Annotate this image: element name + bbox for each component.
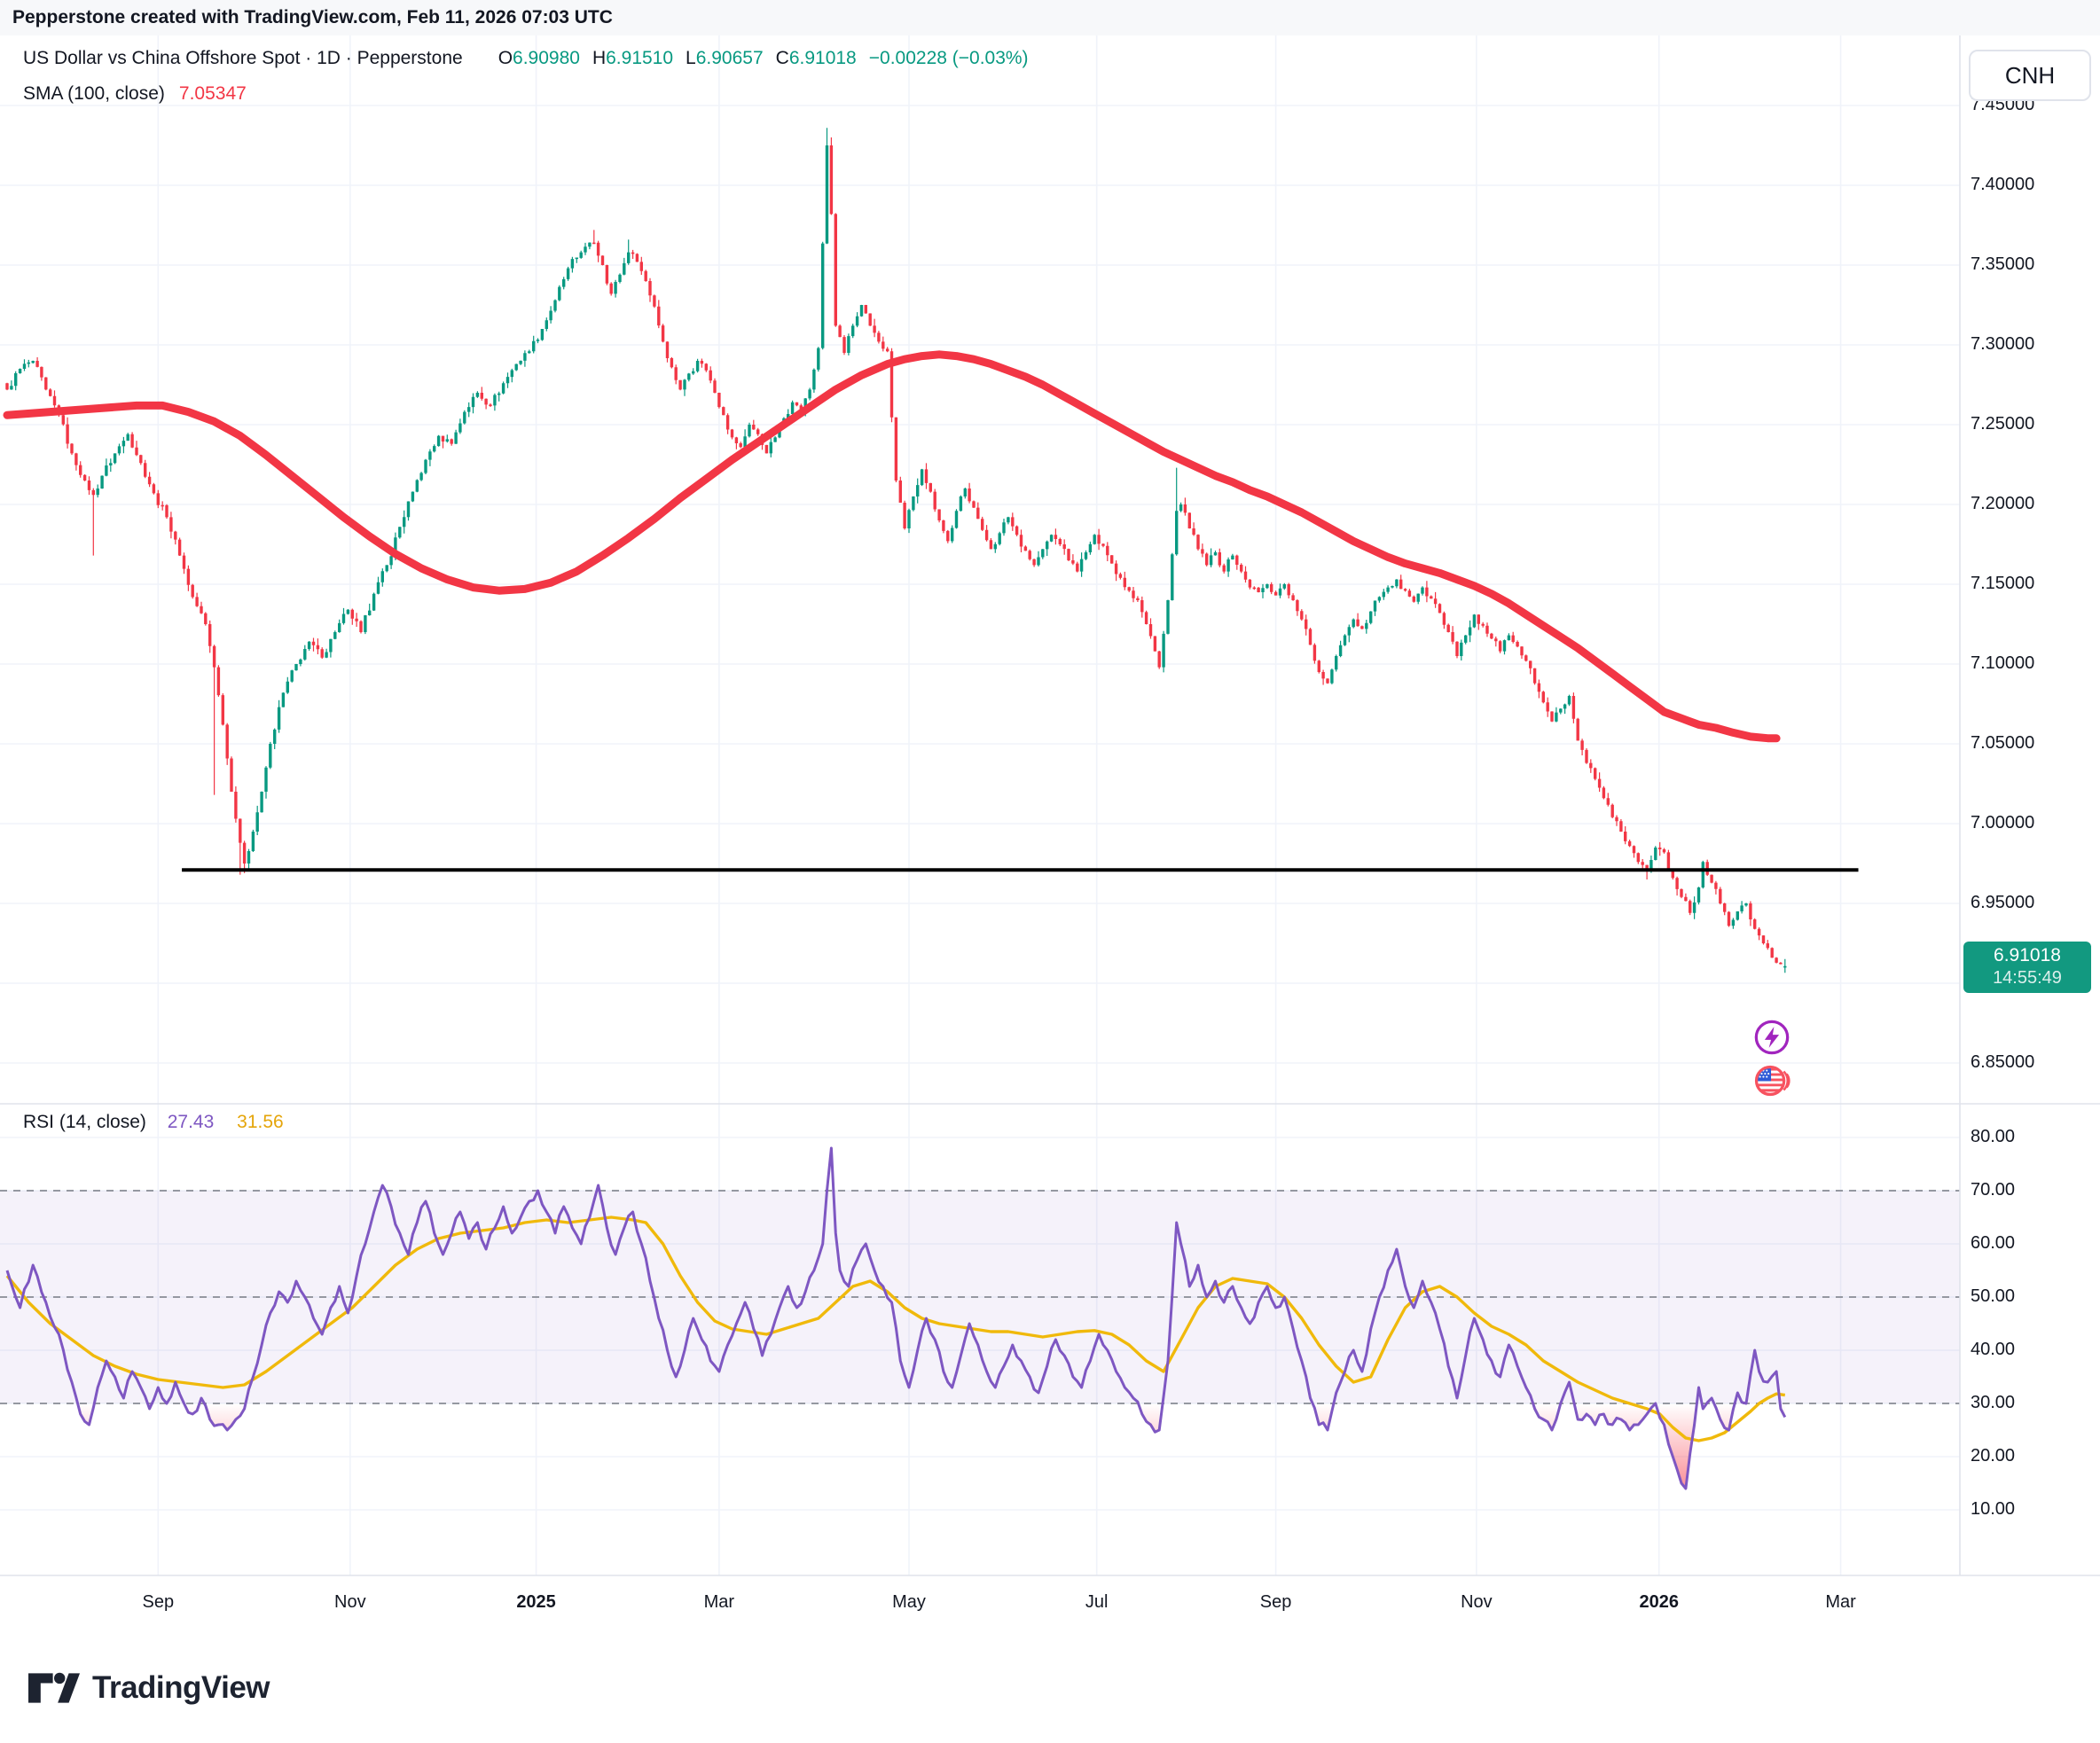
low-value: 6.90657 — [695, 48, 764, 68]
price-axis-label: 7.10000 — [1971, 653, 2035, 673]
rsi-axis-label: 80.00 — [1971, 1127, 2016, 1146]
price-pane-legend: US Dollar vs China Offshore Spot · 1D · … — [23, 41, 1029, 112]
price-axis-label: 7.20000 — [1971, 494, 2035, 513]
candle-wicks-down — [6, 137, 1782, 965]
attribution-bar: Pepperstone created with TradingView.com… — [0, 0, 2100, 35]
price-axis-label: 7.15000 — [1971, 574, 2035, 593]
last-price-value: 6.91018 — [1994, 945, 2061, 966]
time-axis-label: Mar — [703, 1592, 735, 1612]
symbol-title[interactable]: US Dollar vs China Offshore Spot · 1D · … — [23, 48, 463, 68]
currency-badge[interactable]: CNH — [1969, 50, 2091, 101]
price-axis-label: 7.40000 — [1971, 175, 2035, 194]
rsi-axis-label: 20.00 — [1971, 1446, 2016, 1466]
rsi-label[interactable]: RSI (14, close) — [23, 1112, 146, 1132]
time-axis-label: May — [892, 1592, 926, 1612]
rsi-axis-label: 10.00 — [1971, 1499, 2016, 1519]
time-axis-label: Jul — [1085, 1592, 1109, 1612]
candle-bodies-down — [5, 145, 1783, 965]
us-flag-event-icon[interactable] — [1753, 1062, 1790, 1099]
rsi-value: 27.43 — [167, 1112, 215, 1132]
low-label: L — [686, 48, 696, 68]
time-axis-label: 2026 — [1639, 1592, 1679, 1612]
rsi-axis-label: 70.00 — [1971, 1180, 2016, 1200]
lightning-event-icon[interactable] — [1753, 1019, 1790, 1056]
price-axis-label: 7.05000 — [1971, 733, 2035, 753]
time-axis-label: Mar — [1825, 1592, 1856, 1612]
price-axis-label: 7.00000 — [1971, 813, 2035, 832]
last-price-badge: 6.91018 14:55:49 — [1963, 941, 2091, 993]
last-price-countdown: 14:55:49 — [1993, 968, 2062, 989]
rsi-axis-label: 30.00 — [1971, 1393, 2016, 1412]
rsi-oversold-fill — [1534, 1403, 1556, 1430]
attribution-text: Pepperstone created with TradingView.com… — [12, 7, 613, 27]
candle-wicks-up — [11, 128, 1786, 973]
sma-value: 7.05347 — [178, 83, 247, 104]
rsi-pane-legend: RSI (14, close) 27.43 31.56 — [23, 1112, 284, 1133]
close-label: C — [775, 48, 789, 68]
high-value: 6.91510 — [606, 48, 674, 68]
change-value: −0.00228 (−0.03%) — [868, 48, 1029, 68]
rsi-oversold-fill — [1659, 1403, 1695, 1489]
open-value: 6.90980 — [513, 48, 580, 68]
rsi-oversold-fill — [1715, 1403, 1734, 1430]
price-axis-label: 7.25000 — [1971, 414, 2035, 434]
time-axis-label: Nov — [334, 1592, 366, 1612]
rsi-axis-label: 40.00 — [1971, 1340, 2016, 1359]
open-label: O — [498, 48, 513, 68]
sma-label[interactable]: SMA (100, close) — [23, 83, 165, 104]
rsi-oversold-fill — [205, 1403, 245, 1430]
price-axis-label: 6.85000 — [1971, 1052, 2035, 1072]
candle-bodies-up — [10, 145, 1787, 968]
price-axis-label: 7.30000 — [1971, 334, 2035, 354]
rsi-axis-label: 60.00 — [1971, 1233, 2016, 1253]
rsi-ma-line — [5, 1215, 1786, 1442]
tv-logo-text: TradingView — [92, 1670, 270, 1705]
rsi-axis-label: 50.00 — [1971, 1286, 2016, 1306]
time-axis-label: 2025 — [516, 1592, 556, 1612]
time-axis-label: Sep — [1259, 1592, 1292, 1612]
tv-logo-glyph-icon — [28, 1672, 80, 1703]
rsi-ma-value: 31.56 — [237, 1112, 284, 1132]
rsi-oversold-fill — [1141, 1403, 1160, 1433]
rsi-line — [5, 1146, 1787, 1490]
price-axis-label: 7.35000 — [1971, 254, 2035, 274]
close-value: 6.91018 — [788, 48, 857, 68]
rsi-band — [0, 1191, 1960, 1403]
high-label: H — [592, 48, 607, 68]
time-axis-label: Nov — [1461, 1592, 1493, 1612]
time-axis-label: Sep — [142, 1592, 175, 1612]
price-axis-label: 6.95000 — [1971, 893, 2035, 912]
rsi-oversold-fill — [1578, 1403, 1651, 1430]
sma-100-line — [3, 350, 1781, 743]
tradingview-logo[interactable]: TradingView — [28, 1669, 270, 1708]
